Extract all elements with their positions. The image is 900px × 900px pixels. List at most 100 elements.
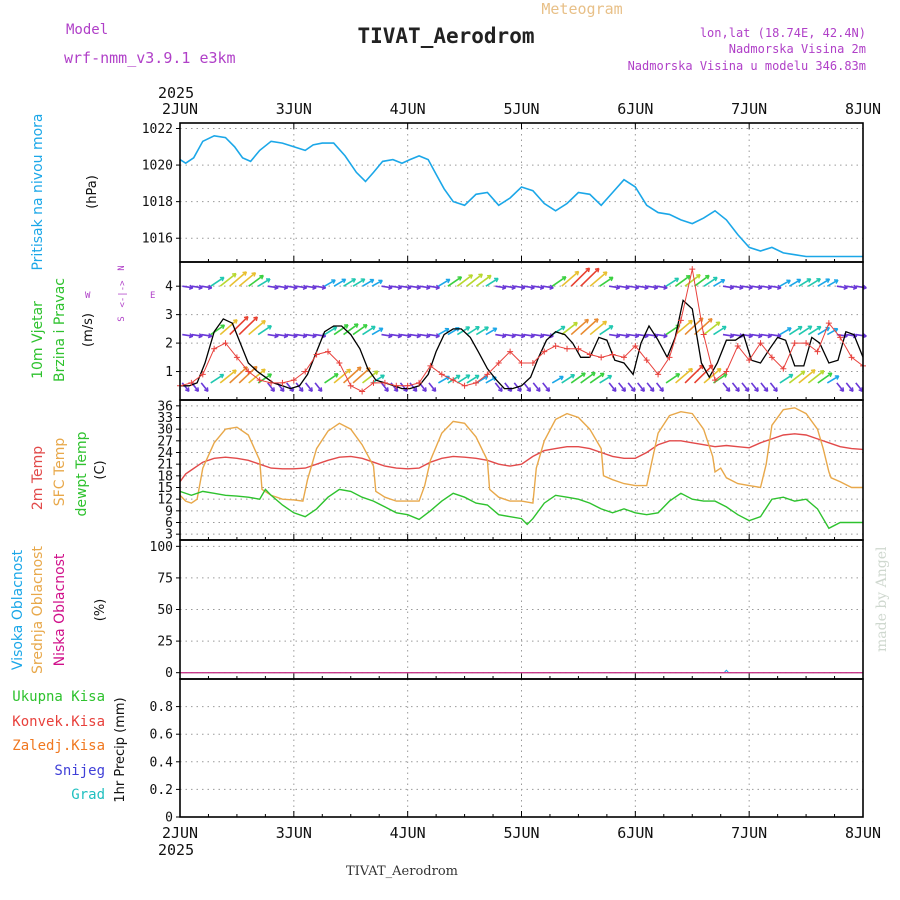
wind-arrow-head	[526, 387, 532, 392]
wind-arrow	[637, 285, 649, 289]
y-tick-label: 0.4	[150, 755, 174, 770]
wind-arrow-head	[321, 284, 327, 290]
wind-arrow	[551, 276, 567, 287]
y-tick-label: 6	[165, 516, 173, 531]
wind-arrow	[456, 274, 473, 287]
wind-arrow	[485, 277, 499, 287]
wind-speed-line	[180, 299, 864, 390]
wind-arrow-head	[465, 326, 471, 331]
wind-arrow	[561, 270, 580, 287]
gust-marker	[370, 379, 377, 386]
gust-marker	[666, 354, 673, 361]
wind-arrow-head	[484, 326, 489, 332]
gust-marker	[336, 360, 343, 367]
wind-arrow-head	[594, 267, 600, 273]
precip-unit: 1hr Precip (mm)	[113, 697, 128, 802]
wind-arrow-head	[302, 284, 308, 290]
lonlat-label: lon,lat (18.74E, 42.4N)	[700, 26, 866, 40]
wind-arrow	[447, 276, 462, 287]
wind-arrow	[305, 285, 317, 289]
wind-arrow	[333, 278, 346, 287]
wind-arrow-head	[758, 284, 763, 290]
gust-marker	[712, 377, 719, 384]
wind-arrow	[238, 272, 256, 287]
panel-frame	[179, 261, 864, 401]
y-tick-label: 100	[150, 540, 173, 555]
wind-arrow	[599, 374, 612, 384]
y-tick-label: 0.6	[150, 728, 173, 743]
wind-arrow-head	[559, 375, 564, 381]
wind-arrow	[817, 372, 833, 384]
wind-arrow	[542, 285, 554, 289]
pressure-line	[179, 134, 863, 258]
gust-markers	[177, 266, 866, 395]
wind-arrow	[371, 327, 384, 336]
gust-marker	[268, 379, 275, 386]
wind-arrow	[409, 333, 421, 337]
wind-arrow	[381, 333, 393, 337]
wind-arrow-head	[625, 333, 630, 339]
wind-arrow-head	[852, 284, 858, 290]
wind-arrow-head	[539, 284, 545, 290]
gust-marker	[427, 362, 434, 369]
wind-arrow	[570, 372, 586, 384]
wind-arrow-head	[729, 333, 735, 339]
wind-arrow	[523, 382, 532, 392]
wind-arrow	[618, 382, 626, 392]
wind-arrow	[589, 271, 608, 287]
wind-arrow	[380, 382, 389, 392]
date-label-top: 2JUN	[162, 100, 198, 118]
gust-marker	[393, 382, 400, 389]
wind-arrow-head	[380, 374, 385, 380]
y-tick-label: 1	[165, 365, 173, 380]
wind-arrow-head	[659, 387, 664, 392]
wind-arrow	[846, 333, 858, 337]
wind-arrow-head	[570, 374, 576, 379]
wind-arrow-head	[457, 276, 463, 281]
wind-arrow-head	[465, 374, 471, 380]
wind-arrow-head	[511, 333, 516, 339]
y-tick-label: 2	[165, 337, 173, 352]
wind-arrow-head	[744, 387, 750, 392]
wind-arrow-head	[748, 333, 753, 339]
gust-marker	[324, 348, 331, 355]
wind-arrow-head	[333, 373, 339, 378]
wind-arrow-head	[602, 271, 608, 277]
wind-arrow-head	[560, 325, 566, 331]
wind-arrow-head	[317, 387, 323, 392]
wind-arrow	[514, 333, 525, 337]
wind-arrow-head	[716, 367, 722, 373]
wind-arrow-head	[231, 272, 237, 278]
wind-arrow-head	[549, 284, 554, 290]
y-tick-label: 1020	[142, 159, 173, 174]
mid-cloud-title: Srednja Oblacnost	[30, 546, 46, 674]
wind-arrow-head	[787, 327, 792, 332]
legend-conv-precip: Konvek.Kisa	[12, 714, 105, 730]
wind-arrow	[788, 370, 806, 384]
wind-arrow-head	[267, 373, 273, 378]
wind-arrow-head	[585, 267, 591, 273]
date-label-top: 5JUN	[503, 100, 539, 118]
wind-arrow-head	[362, 324, 368, 329]
wind-arrow	[248, 368, 266, 384]
sfc-temp-title: SFC Temp	[52, 438, 68, 507]
wind-arrow	[277, 333, 288, 337]
wind-arrow-head	[786, 279, 791, 285]
wind-arrow-head	[574, 270, 580, 276]
y-tick-label: 30	[157, 423, 173, 438]
wind-arrow	[855, 382, 864, 392]
gust-marker	[211, 345, 218, 352]
height-model-label: Nadmorska Visina u modelu 346.83m	[628, 59, 866, 73]
wind-arrow	[675, 275, 691, 287]
gust-marker	[313, 351, 320, 358]
wind-arrow-head	[486, 274, 492, 280]
gust-marker	[825, 320, 832, 327]
panel-1: 1 2 3 4	[165, 262, 864, 400]
wind-arrow-head	[816, 325, 822, 331]
gust-marker	[188, 379, 195, 386]
wind-arrow-head	[748, 284, 753, 290]
y-tick-label: 0	[165, 811, 173, 826]
wind-arrow-head	[422, 387, 427, 392]
wind-arrow	[675, 319, 693, 336]
